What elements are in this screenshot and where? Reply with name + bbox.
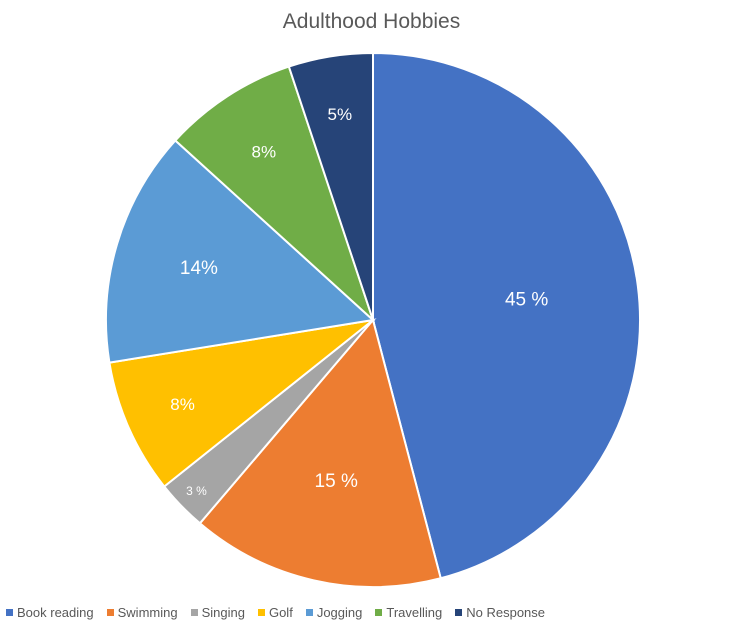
- legend-item-jogging: Jogging: [305, 604, 363, 620]
- data-label-book-reading: 45 %: [505, 290, 548, 311]
- data-label-golf: 8%: [170, 395, 195, 414]
- legend-label: Golf: [268, 604, 293, 620]
- legend-swatch: [6, 608, 13, 616]
- legend-label: Book reading: [17, 604, 94, 620]
- legend-swatch: [455, 608, 463, 616]
- legend-swatch: [305, 608, 313, 616]
- legend-item-golf: Golf: [257, 604, 293, 620]
- data-label-travelling: 8%: [252, 143, 277, 162]
- data-label-jogging: 14%: [180, 258, 218, 279]
- slice-travelling: [173, 65, 376, 324]
- data-label-no-response: 5%: [328, 105, 353, 124]
- legend-label: Swimming: [117, 604, 178, 620]
- legend-label: No Response: [466, 604, 546, 620]
- legend-item-swimming: Swimming: [106, 604, 178, 620]
- legend-item-travelling: Travelling: [375, 605, 442, 620]
- legend-item-no-response: No Response: [455, 605, 545, 620]
- legend-swatch: [257, 608, 265, 616]
- data-label-swimming: 15 %: [315, 471, 358, 492]
- pie-chart: 45 % 15 % 3 % 8% 14% 8% 5%: [105, 51, 642, 589]
- legend-swatch: [190, 608, 198, 616]
- slice-swimming: [198, 317, 442, 589]
- legend-label: Singing: [201, 604, 245, 620]
- slice-no-response: [287, 51, 374, 321]
- slice-golf: [108, 318, 377, 488]
- legend-swatch: [106, 608, 114, 616]
- data-label-singing: 3 %: [186, 484, 207, 498]
- legend-item-book-reading: Book reading: [6, 605, 94, 620]
- legend: Book reading Swimming Singing Golf Jogging Tr…: [6, 603, 743, 621]
- legend-label: Travelling: [386, 604, 443, 620]
- legend-label: Jogging: [316, 604, 363, 620]
- chart-title: Adulthood Hobbies: [282, 10, 461, 33]
- legend-swatch: [375, 608, 383, 616]
- slice-book-reading: [372, 51, 642, 580]
- slice-jogging: [105, 139, 376, 364]
- legend-item-singing: Singing: [190, 604, 245, 620]
